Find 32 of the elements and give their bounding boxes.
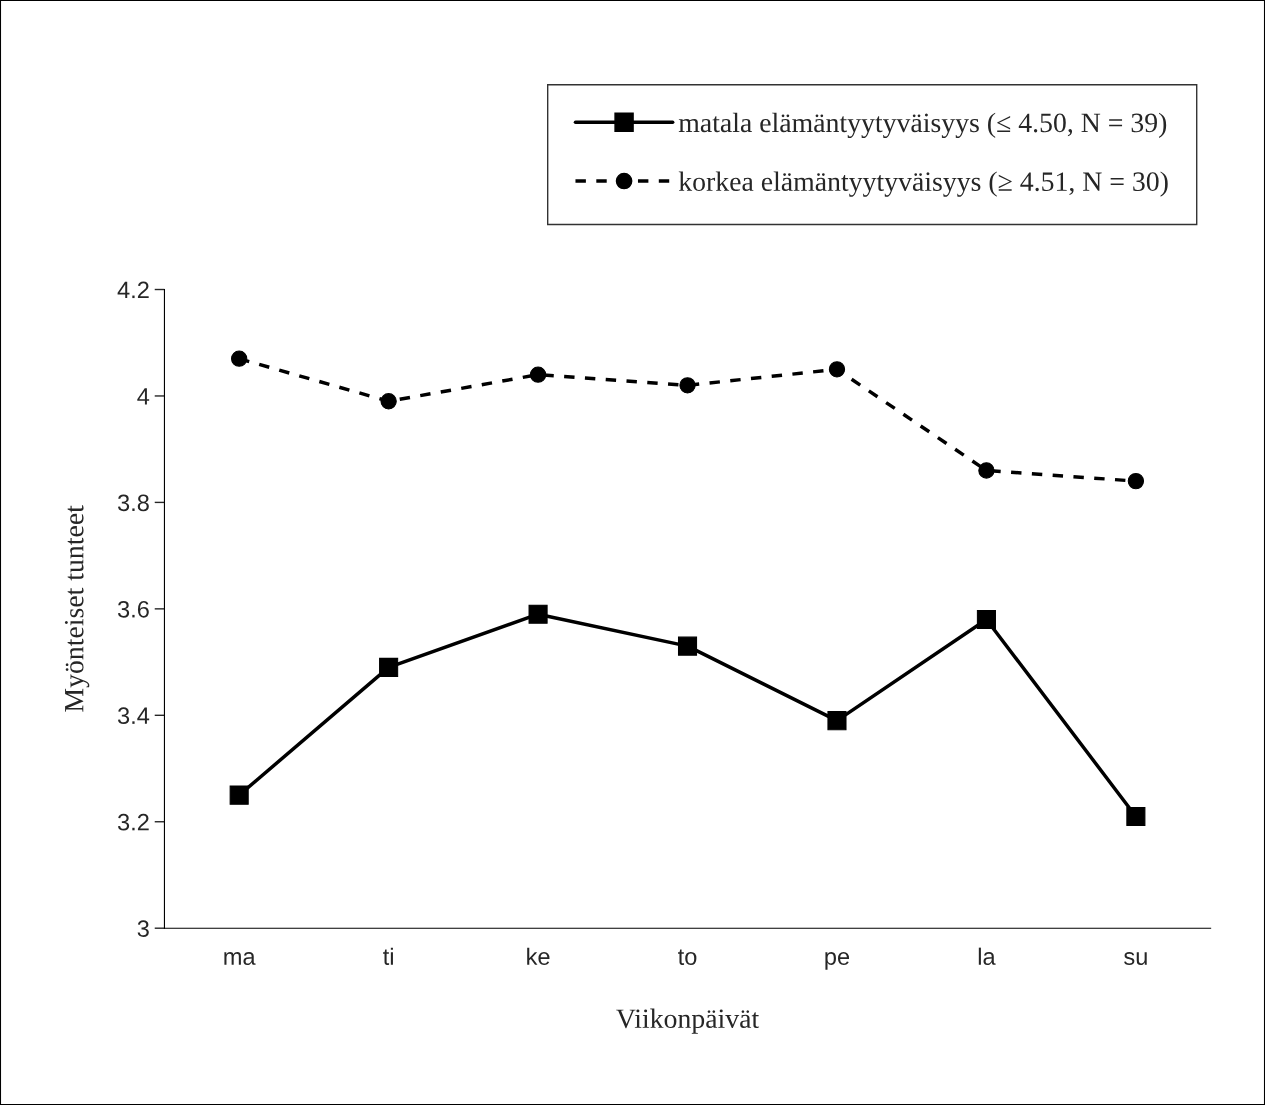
- point: [529, 366, 547, 383]
- point: [978, 462, 995, 479]
- x-axis-title: Viikonpäivät: [616, 1008, 760, 1034]
- x-tick-label: su: [1124, 952, 1147, 965]
- point: [1126, 806, 1146, 826]
- x-tick-label: ke: [527, 947, 550, 965]
- point: [528, 604, 548, 624]
- y-tick-label: 3: [137, 920, 149, 937]
- x-tick-label: ma: [224, 952, 256, 965]
- point: [1127, 472, 1145, 490]
- y-tick-label: 3.6: [117, 600, 149, 618]
- x-tick-label: ti: [383, 947, 393, 965]
- x-tick-label: to: [678, 949, 697, 965]
- y-tick-label: 3.8: [117, 494, 149, 512]
- point: [828, 361, 846, 378]
- y-tick-label: 4: [137, 388, 150, 405]
- y-tick-label: 4.2: [117, 281, 149, 299]
- legend-label: matala elämäntyytyväisyys (≤ 4.50, N = 39): [678, 112, 1167, 138]
- point: [976, 609, 996, 630]
- point: [679, 377, 696, 394]
- point: [379, 657, 399, 677]
- point: [827, 711, 847, 731]
- y-tick-label: 3.4: [117, 707, 150, 725]
- point: [231, 350, 248, 367]
- point: [677, 636, 698, 656]
- point: [229, 785, 249, 805]
- y-tick-label: 3.2: [117, 813, 149, 831]
- x-tick-label: la: [978, 947, 996, 965]
- y-axis-title: Myönteiset tunteet: [64, 505, 90, 712]
- x-tick-label: pe: [825, 952, 850, 970]
- point: [380, 393, 397, 410]
- legend-label: korkea elämäntyytyväisyys (≥ 4.51, N = 30): [678, 171, 1168, 197]
